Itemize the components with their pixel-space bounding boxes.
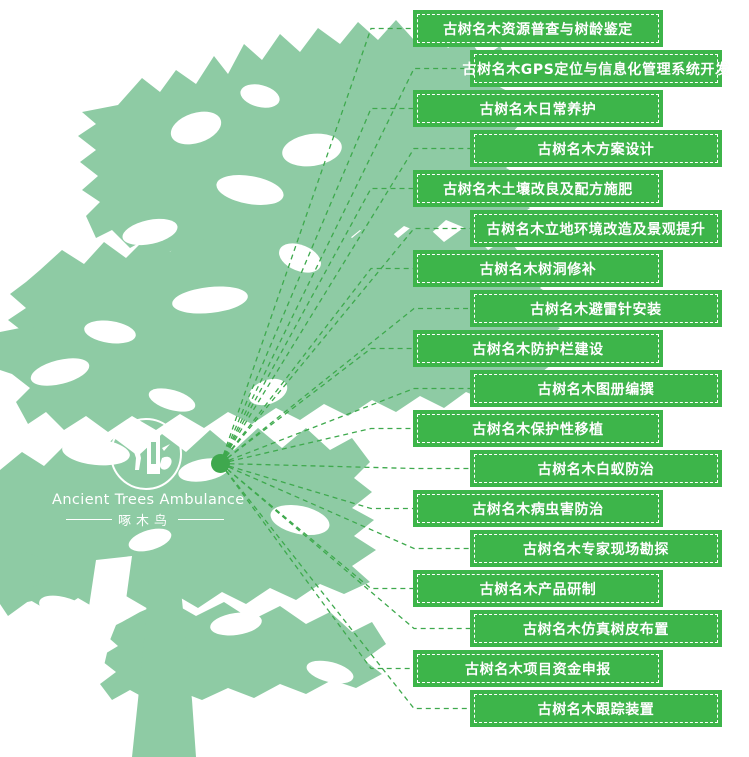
service-box-label: 古树名木方案设计 (537, 141, 655, 158)
logo-ring (110, 418, 182, 490)
service-box[interactable]: 古树名木立地环境改造及景观提升 (470, 210, 722, 247)
service-box-dashed-border (474, 374, 718, 403)
service-box[interactable]: 古树名木仿真树皮布置 (470, 610, 722, 647)
brand-logo: Ancient Trees Ambulance 啄木鸟 (52, 418, 245, 529)
service-box-label: 古树名木GPS定位与信息化管理系统开发 (462, 61, 730, 78)
service-box-label: 古树名木跟踪装置 (537, 701, 655, 718)
service-box[interactable]: 古树名木白蚁防治 (470, 450, 722, 487)
service-box-dashed-border (417, 574, 659, 603)
service-box[interactable]: 古树名木专家现场勘探 (470, 530, 722, 567)
radial-hub-node (211, 454, 230, 473)
service-box-dashed-border (417, 174, 659, 203)
service-box-label: 古树名木保护性移植 (472, 421, 604, 438)
service-box[interactable]: 古树名木避雷针安装 (470, 290, 722, 327)
service-box-dashed-border (474, 134, 718, 163)
service-box-label: 古树名木项目资金申报 (465, 661, 611, 678)
service-box-dashed-border (474, 294, 718, 323)
service-box-label: 古树名木仿真树皮布置 (523, 621, 669, 638)
service-box-dashed-border (474, 454, 718, 483)
service-box[interactable]: 古树名木图册编撰 (470, 370, 722, 407)
service-box-label: 古树名木专家现场勘探 (523, 541, 669, 558)
woodpecker-tree-emblem-icon (124, 433, 172, 474)
service-box[interactable]: 古树名木土壤改良及配方施肥 (413, 170, 663, 207)
service-box[interactable]: 古树名木病虫害防治 (413, 490, 663, 527)
logo-subtitle-row: 啄木鸟 (52, 510, 238, 529)
service-box[interactable]: 古树名木产品研制 (413, 570, 663, 607)
service-box-label: 古树名木土壤改良及配方施肥 (443, 181, 633, 198)
service-box-dashed-border (474, 214, 718, 243)
service-box-dashed-border (474, 54, 718, 83)
logo-wordmark: Ancient Trees Ambulance (52, 492, 245, 508)
service-box[interactable]: 古树名木资源普查与树龄鉴定 (413, 10, 663, 47)
service-box-dashed-border (417, 654, 659, 683)
service-box[interactable]: 古树名木防护栏建设 (413, 330, 663, 367)
service-box-label: 古树名木白蚁防治 (537, 461, 655, 478)
logo-rule-right (178, 518, 224, 521)
service-box-label: 古树名木资源普查与树龄鉴定 (443, 21, 633, 38)
service-box-label: 古树名木日常养护 (479, 101, 597, 118)
service-box-label: 古树名木病虫害防治 (472, 501, 604, 518)
service-box-label: 古树名木树洞修补 (479, 261, 597, 278)
service-box-dashed-border (417, 94, 659, 123)
service-box[interactable]: 古树名木保护性移植 (413, 410, 663, 447)
service-box-dashed-border (474, 694, 718, 723)
service-box-label: 古树名木立地环境改造及景观提升 (486, 221, 706, 238)
service-box-dashed-border (417, 414, 659, 443)
service-box[interactable]: 古树名木方案设计 (470, 130, 722, 167)
service-box-dashed-border (474, 534, 718, 563)
service-box-dashed-border (474, 614, 718, 643)
service-box-label: 古树名木图册编撰 (537, 381, 655, 398)
service-box[interactable]: 古树名木项目资金申报 (413, 650, 663, 687)
service-box[interactable]: 古树名木GPS定位与信息化管理系统开发 (462, 50, 729, 87)
service-box[interactable]: 古树名木跟踪装置 (470, 690, 722, 727)
service-box[interactable]: 古树名木树洞修补 (413, 250, 663, 287)
service-box-dashed-border (417, 254, 659, 283)
service-box-dashed-border (417, 334, 659, 363)
service-box-label: 古树名木避雷针安装 (530, 301, 662, 318)
service-box-dashed-border (417, 494, 659, 523)
logo-subtitle-cn: 啄木鸟 (117, 514, 172, 529)
service-box-dashed-border (417, 14, 659, 43)
service-box-label: 古树名木产品研制 (479, 581, 597, 598)
logo-rule-left (65, 518, 112, 521)
service-box-label: 古树名木防护栏建设 (472, 341, 604, 358)
service-box[interactable]: 古树名木日常养护 (413, 90, 663, 127)
